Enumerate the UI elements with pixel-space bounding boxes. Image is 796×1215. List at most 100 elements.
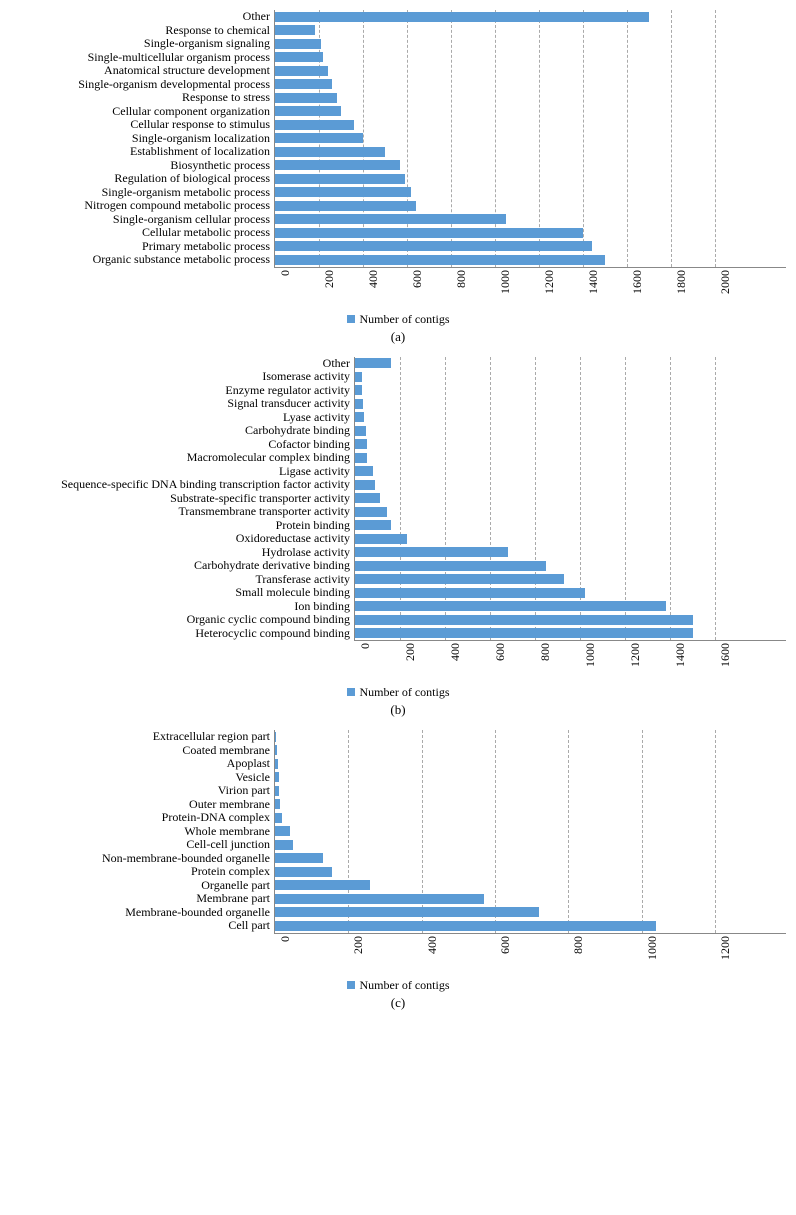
y-axis-label: Protein-DNA complex bbox=[162, 811, 270, 825]
bar-row bbox=[275, 865, 786, 879]
y-axis-label: Response to stress bbox=[182, 91, 270, 105]
bar bbox=[275, 52, 323, 62]
y-axis-label: Response to chemical bbox=[165, 24, 270, 38]
bar-row bbox=[355, 424, 786, 438]
x-axis-spacer bbox=[10, 641, 354, 681]
y-axis-label: Macromolecular complex binding bbox=[187, 451, 350, 465]
y-axis-label: Hydrolase activity bbox=[262, 546, 350, 560]
bar-row bbox=[275, 24, 786, 38]
y-axis-label: Signal transducer activity bbox=[227, 397, 350, 411]
y-axis-label: Ion binding bbox=[294, 600, 350, 614]
y-axis-label: Apoplast bbox=[227, 757, 270, 771]
x-ticks: 02004006008001000120014001600 bbox=[354, 641, 714, 681]
bar-row bbox=[275, 730, 786, 744]
y-axis-label: Cofactor binding bbox=[268, 438, 350, 452]
y-axis-label: Virion part bbox=[218, 784, 270, 798]
bar-row bbox=[275, 118, 786, 132]
bar-row bbox=[275, 825, 786, 839]
x-tick-label: 1600 bbox=[630, 270, 645, 302]
bar-row bbox=[355, 505, 786, 519]
bar-row bbox=[355, 478, 786, 492]
y-axis-label: Enzyme regulator activity bbox=[225, 384, 350, 398]
y-axis-label: Oxidoreductase activity bbox=[236, 532, 350, 546]
x-tick-label: 1200 bbox=[542, 270, 557, 302]
bar-row bbox=[275, 838, 786, 852]
y-axis-label: Single-organism cellular process bbox=[113, 213, 270, 227]
bar-row bbox=[275, 744, 786, 758]
legend-swatch bbox=[347, 315, 355, 323]
x-tick-label: 0 bbox=[358, 643, 373, 675]
x-tick-label: 0 bbox=[278, 270, 293, 302]
y-axis-label: Whole membrane bbox=[184, 825, 270, 839]
bar bbox=[355, 358, 391, 368]
y-axis-label: Organic cyclic compound binding bbox=[187, 613, 350, 627]
bar bbox=[275, 786, 279, 796]
bar-row bbox=[275, 51, 786, 65]
bar bbox=[275, 867, 332, 877]
y-axis-label: Transmembrane transporter activity bbox=[178, 505, 350, 519]
y-axis-label: Small molecule binding bbox=[235, 586, 350, 600]
legend: Number of contigs bbox=[10, 978, 786, 993]
y-axis-label: Isomerase activity bbox=[262, 370, 350, 384]
bar bbox=[275, 106, 341, 116]
legend-swatch bbox=[347, 688, 355, 696]
y-axis-label: Coated membrane bbox=[182, 744, 270, 758]
bar-row bbox=[355, 532, 786, 546]
y-axis-label: Carbohydrate derivative binding bbox=[194, 559, 350, 573]
x-tick-label: 400 bbox=[425, 936, 440, 968]
y-axis-label: Transferase activity bbox=[255, 573, 350, 587]
x-axis-spacer bbox=[10, 934, 274, 974]
bar-row bbox=[275, 78, 786, 92]
x-tick-label: 200 bbox=[322, 270, 337, 302]
bar-row bbox=[275, 213, 786, 227]
bar-row bbox=[355, 573, 786, 587]
subplot-caption: (a) bbox=[10, 329, 786, 345]
bars-group bbox=[275, 10, 786, 267]
x-tick-label: 1000 bbox=[583, 643, 598, 675]
bar-row bbox=[355, 586, 786, 600]
bar-row bbox=[275, 10, 786, 24]
bar bbox=[355, 453, 367, 463]
x-tick-label: 400 bbox=[448, 643, 463, 675]
bar bbox=[355, 426, 366, 436]
x-axis: 020040060080010001200 bbox=[10, 934, 786, 974]
bars-group bbox=[355, 357, 786, 641]
bar-row bbox=[275, 879, 786, 893]
bar-row bbox=[275, 186, 786, 200]
bar bbox=[275, 853, 323, 863]
bar bbox=[275, 880, 370, 890]
y-axis-label: Single-organism developmental process bbox=[78, 78, 270, 92]
bar-row bbox=[355, 492, 786, 506]
y-axis-label: Sequence-specific DNA binding transcript… bbox=[61, 478, 350, 492]
x-tick-label: 600 bbox=[410, 270, 425, 302]
bar bbox=[355, 480, 375, 490]
bar-row bbox=[355, 627, 786, 641]
bar bbox=[275, 25, 315, 35]
y-axis-label: Cell-cell junction bbox=[186, 838, 270, 852]
bar bbox=[275, 772, 279, 782]
bar-row bbox=[275, 172, 786, 186]
legend-label: Number of contigs bbox=[360, 312, 450, 326]
legend-label: Number of contigs bbox=[360, 685, 450, 699]
y-axis-label: Substrate-specific transporter activity bbox=[170, 492, 350, 506]
bar bbox=[275, 228, 583, 238]
bar bbox=[355, 588, 585, 598]
bar bbox=[275, 187, 411, 197]
bar bbox=[355, 615, 693, 625]
y-axis-label: Membrane part bbox=[196, 892, 270, 906]
chart-plot: OtherResponse to chemicalSingle-organism… bbox=[10, 10, 786, 268]
y-axis-label: Establishment of localization bbox=[130, 145, 270, 159]
chart-plot: Extracellular region partCoated membrane… bbox=[10, 730, 786, 934]
bar-row bbox=[275, 852, 786, 866]
y-axis-label: Primary metabolic process bbox=[142, 240, 270, 254]
bar-row bbox=[355, 411, 786, 425]
x-tick-label: 0 bbox=[278, 936, 293, 968]
x-tick-label: 2000 bbox=[718, 270, 733, 302]
y-axis-label: Single-organism signaling bbox=[144, 37, 270, 51]
bar bbox=[275, 907, 539, 917]
y-axis-label: Non-membrane-bounded organelle bbox=[102, 852, 270, 866]
bar bbox=[355, 628, 693, 638]
x-ticks: 020040060080010001200 bbox=[274, 934, 714, 974]
subplot-caption: (b) bbox=[10, 702, 786, 718]
bar-row bbox=[355, 397, 786, 411]
